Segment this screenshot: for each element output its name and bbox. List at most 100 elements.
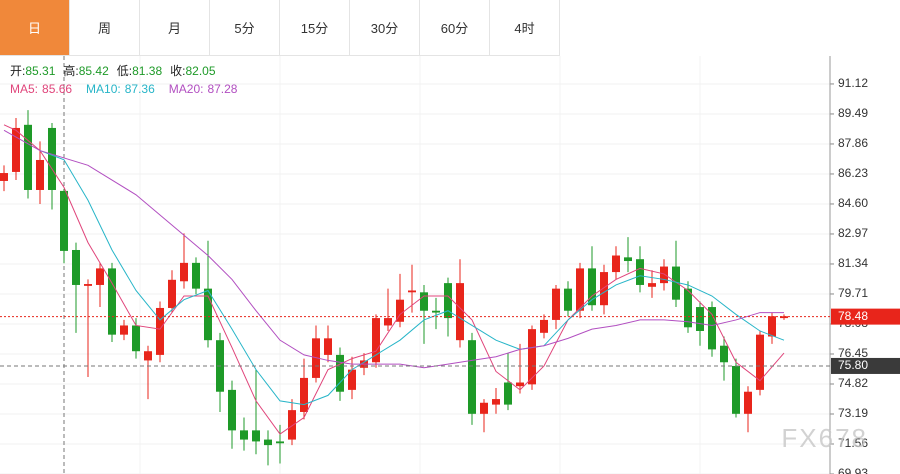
candle-body	[732, 365, 740, 414]
y-tick-label: 86.23	[838, 166, 868, 180]
candle-body	[420, 292, 428, 311]
candle-body	[396, 299, 404, 322]
y-tick-label: 69.93	[838, 466, 868, 474]
ohlc-value: 81.38	[132, 64, 162, 78]
candle-body	[636, 259, 644, 285]
candle-body	[336, 354, 344, 392]
candle-body	[192, 262, 200, 289]
candle-body	[612, 255, 620, 273]
candle-body	[384, 318, 392, 326]
candle-body	[600, 272, 608, 306]
candle-body	[756, 334, 764, 390]
last-price-badge	[831, 308, 900, 325]
candle-body	[708, 307, 716, 350]
candle-body	[108, 268, 116, 335]
candle-body	[408, 290, 416, 293]
watermark: FX678	[781, 423, 868, 453]
ma-value: 87.28	[207, 82, 237, 96]
ma-line	[3, 124, 785, 435]
ohlc-value: 85.31	[25, 64, 55, 78]
candle-body	[744, 391, 752, 414]
y-tick-label: 87.86	[838, 136, 868, 150]
candle-body	[96, 268, 104, 285]
ma-label: MA10:	[86, 82, 121, 96]
ohlc-label: 开:	[10, 64, 25, 78]
timeframe-tab[interactable]: 周	[70, 0, 140, 55]
ohlc-legend: 开:85.31 高:85.42 低:81.38 收:82.05	[10, 63, 216, 78]
candle-body	[324, 338, 332, 355]
candle-body	[48, 127, 56, 190]
candle-body	[168, 279, 176, 308]
candle-body	[72, 249, 80, 285]
candle-body	[288, 410, 296, 440]
candle-body	[552, 288, 560, 320]
candle-body	[540, 319, 548, 333]
candle-body	[12, 127, 20, 172]
ohlc-label: 收:	[170, 64, 185, 78]
y-tick-label: 73.19	[838, 406, 868, 420]
last-price-label: 78.48	[838, 309, 868, 323]
candle-body	[648, 283, 656, 287]
candle-body	[480, 402, 488, 414]
timeframe-tab[interactable]: 月	[140, 0, 210, 55]
candle-body	[36, 159, 44, 190]
candle-body	[684, 288, 692, 328]
candle-body	[516, 382, 524, 387]
ma-label: MA20:	[169, 82, 204, 96]
candle-body	[564, 288, 572, 311]
candle-body	[432, 310, 440, 313]
candle-body	[180, 262, 188, 282]
candle-body	[240, 430, 248, 440]
candle-body	[720, 345, 728, 363]
candle-body	[624, 257, 632, 262]
candle-body	[768, 316, 776, 337]
ohlc-value: 85.42	[79, 64, 109, 78]
candle-body	[228, 389, 236, 431]
timeframe-tab[interactable]: 5分	[210, 0, 280, 55]
candle-body	[84, 284, 92, 286]
ohlc-label: 低:	[117, 64, 132, 78]
candle-body	[0, 173, 8, 181]
candle-body	[276, 441, 284, 444]
candle-body	[528, 329, 536, 385]
candle-body	[24, 124, 32, 190]
y-tick-label: 82.97	[838, 226, 868, 240]
candle-body	[588, 268, 596, 306]
candle-body	[372, 318, 380, 363]
candle-body	[120, 325, 128, 335]
timeframe-tab[interactable]: 日	[0, 0, 70, 55]
y-tick-label: 91.12	[838, 76, 868, 90]
candle-body	[348, 369, 356, 390]
candle-body	[60, 190, 68, 251]
candle-body	[204, 288, 212, 341]
timeframe-tab[interactable]: 60分	[420, 0, 490, 55]
candle-body	[672, 266, 680, 300]
ma-value: 87.36	[125, 82, 155, 96]
candle-body	[468, 340, 476, 414]
candle-body	[696, 307, 704, 331]
candle-body	[576, 268, 584, 311]
y-tick-label: 89.49	[838, 106, 868, 120]
candle-body	[444, 283, 452, 319]
y-tick-label: 84.60	[838, 196, 868, 210]
timeframe-tab[interactable]: 15分	[280, 0, 350, 55]
crosshair-label: 75.80	[838, 358, 868, 372]
candle-body	[264, 439, 272, 446]
y-tick-label: 79.71	[838, 286, 868, 300]
ma-legend: MA5: 85.66 MA10: 87.36 MA20: 87.28	[10, 82, 238, 96]
timeframe-tab[interactable]: 4时	[490, 0, 560, 55]
candle-body	[156, 307, 164, 355]
candle-body	[252, 430, 260, 442]
candle-body	[456, 283, 464, 341]
candle-body	[780, 316, 788, 319]
candle-body	[504, 382, 512, 405]
candle-body	[492, 399, 500, 405]
crosshair-badge	[831, 357, 900, 374]
candle-body	[132, 325, 140, 352]
y-tick-label: 81.34	[838, 256, 868, 270]
timeframe-tab[interactable]: 30分	[350, 0, 420, 55]
tab-bar: 日周月 5分 15分 30分 60分 4时	[0, 0, 560, 56]
y-tick-label: 74.82	[838, 376, 868, 390]
